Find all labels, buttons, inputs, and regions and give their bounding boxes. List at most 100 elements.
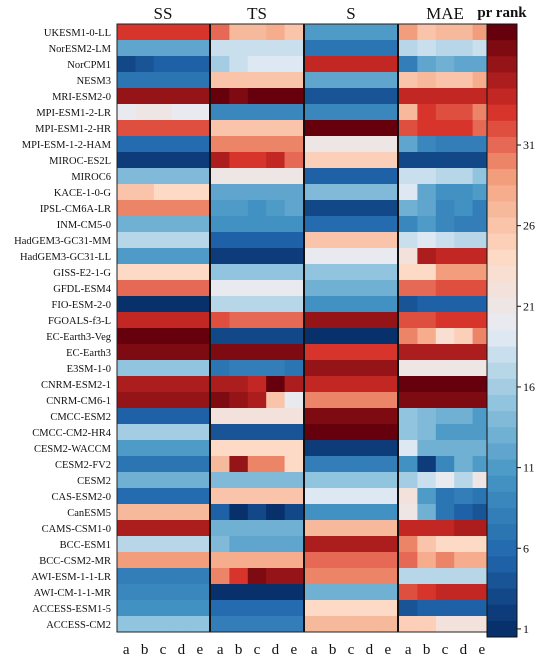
- heatmap-cell: [117, 488, 136, 505]
- heatmap-cell: [266, 72, 285, 89]
- heatmap-cell: [360, 456, 379, 473]
- heatmap-cell: [360, 136, 379, 153]
- colorbar-swatch: [487, 169, 517, 186]
- heatmap-cell: [153, 184, 173, 201]
- heatmap-cell: [399, 152, 418, 169]
- heatmap-cell: [399, 136, 418, 153]
- heatmap-cell: [399, 584, 418, 601]
- heatmap-cell: [247, 296, 267, 313]
- heatmap-cell: [266, 360, 285, 377]
- heatmap-cell: [211, 472, 230, 489]
- heatmap-cell: [378, 440, 398, 457]
- heatmap-cell: [378, 280, 398, 297]
- heatmap-cell: [399, 232, 418, 249]
- heatmap-cell: [153, 488, 173, 505]
- heatmap-cell: [435, 376, 455, 393]
- heatmap-cell: [454, 552, 473, 569]
- heatmap-cell: [135, 232, 155, 249]
- heatmap-cell: [360, 88, 379, 105]
- model-label: CMCC-ESM2: [50, 412, 111, 423]
- heatmap-cell: [153, 56, 173, 73]
- heatmap-cell: [323, 184, 343, 201]
- heatmap-cell: [211, 328, 230, 345]
- heatmap-cell: [135, 184, 155, 201]
- heatmap-cell: [117, 168, 136, 185]
- heatmap-cell: [305, 584, 324, 601]
- heatmap-cell: [172, 104, 191, 121]
- heatmap-cell: [135, 360, 155, 377]
- heatmap-cell: [229, 360, 249, 377]
- heatmap-cell: [378, 360, 398, 377]
- heatmap-cell: [378, 168, 398, 185]
- heatmap-cell: [305, 488, 324, 505]
- heatmap-cell: [153, 376, 173, 393]
- heatmap-cell: [323, 72, 343, 89]
- heatmap-cell: [378, 72, 398, 89]
- heatmap-cell: [172, 536, 191, 553]
- heatmap-cell: [323, 56, 343, 73]
- heatmap-cell: [305, 312, 324, 329]
- colorbar-swatch: [487, 588, 517, 606]
- column-header-ss: SS: [154, 4, 173, 23]
- sub-column-label: d: [272, 642, 280, 658]
- heatmap-cell: [247, 472, 267, 489]
- heatmap-cell: [247, 328, 267, 345]
- heatmap-cell: [360, 184, 379, 201]
- heatmap-cell: [190, 312, 210, 329]
- heatmap-cell: [211, 248, 230, 265]
- heatmap-cell: [454, 184, 473, 201]
- heatmap-cell: [360, 440, 379, 457]
- heatmap-cell: [172, 40, 191, 57]
- heatmap-cell: [399, 88, 418, 105]
- heatmap-cell: [341, 56, 361, 73]
- heatmap-cell: [435, 472, 455, 489]
- column-group-headers: SS TS S MAE: [154, 4, 464, 23]
- heatmap-cell: [454, 152, 473, 169]
- heatmap-cell: [454, 72, 473, 89]
- sub-column-label: c: [442, 642, 449, 658]
- heatmap-cell: [247, 104, 267, 121]
- heatmap-cell: [417, 344, 437, 361]
- model-label: MPI-ESM-1-2-HAM: [22, 140, 112, 151]
- heatmap-cell: [323, 440, 343, 457]
- heatmap-cell: [454, 472, 473, 489]
- heatmap-cell: [417, 600, 437, 617]
- heatmap-cell: [399, 24, 418, 41]
- heatmap-cell: [229, 280, 249, 297]
- model-label: GISS-E2-1-G: [53, 268, 111, 279]
- heatmap-cell: [153, 360, 173, 377]
- heatmap-cell: [190, 440, 210, 457]
- colorbar-swatch: [487, 24, 517, 41]
- heatmap-cell: [247, 600, 267, 617]
- heatmap-cell: [284, 248, 304, 265]
- heatmap-cell: [360, 376, 379, 393]
- heatmap-cell: [117, 552, 136, 569]
- heatmap-cell: [229, 584, 249, 601]
- sub-column-label: d: [460, 642, 468, 658]
- heatmap-cell: [229, 344, 249, 361]
- heatmap-cell: [190, 232, 210, 249]
- heatmap-cell: [341, 200, 361, 217]
- heatmap-cell: [211, 152, 230, 169]
- heatmap-cell: [360, 72, 379, 89]
- heatmap-cell: [323, 520, 343, 537]
- heatmap-cell: [341, 440, 361, 457]
- heatmap-cell: [454, 488, 473, 505]
- heatmap-cell: [117, 440, 136, 457]
- heatmap-cell: [135, 104, 155, 121]
- heatmap-cell: [454, 296, 473, 313]
- heatmap-cell: [190, 56, 210, 73]
- heatmap-cell: [284, 456, 304, 473]
- heatmap-cell: [378, 232, 398, 249]
- heatmap-cell: [190, 584, 210, 601]
- heatmap-cell: [305, 248, 324, 265]
- heatmap-cell: [172, 504, 191, 521]
- heatmap-cell: [323, 456, 343, 473]
- heatmap-cell: [190, 600, 210, 617]
- heatmap-cell: [211, 616, 230, 633]
- heatmap-cell: [247, 392, 267, 409]
- heatmap-cell: [323, 536, 343, 553]
- heatmap-cell: [305, 472, 324, 489]
- heatmap-cell: [266, 88, 285, 105]
